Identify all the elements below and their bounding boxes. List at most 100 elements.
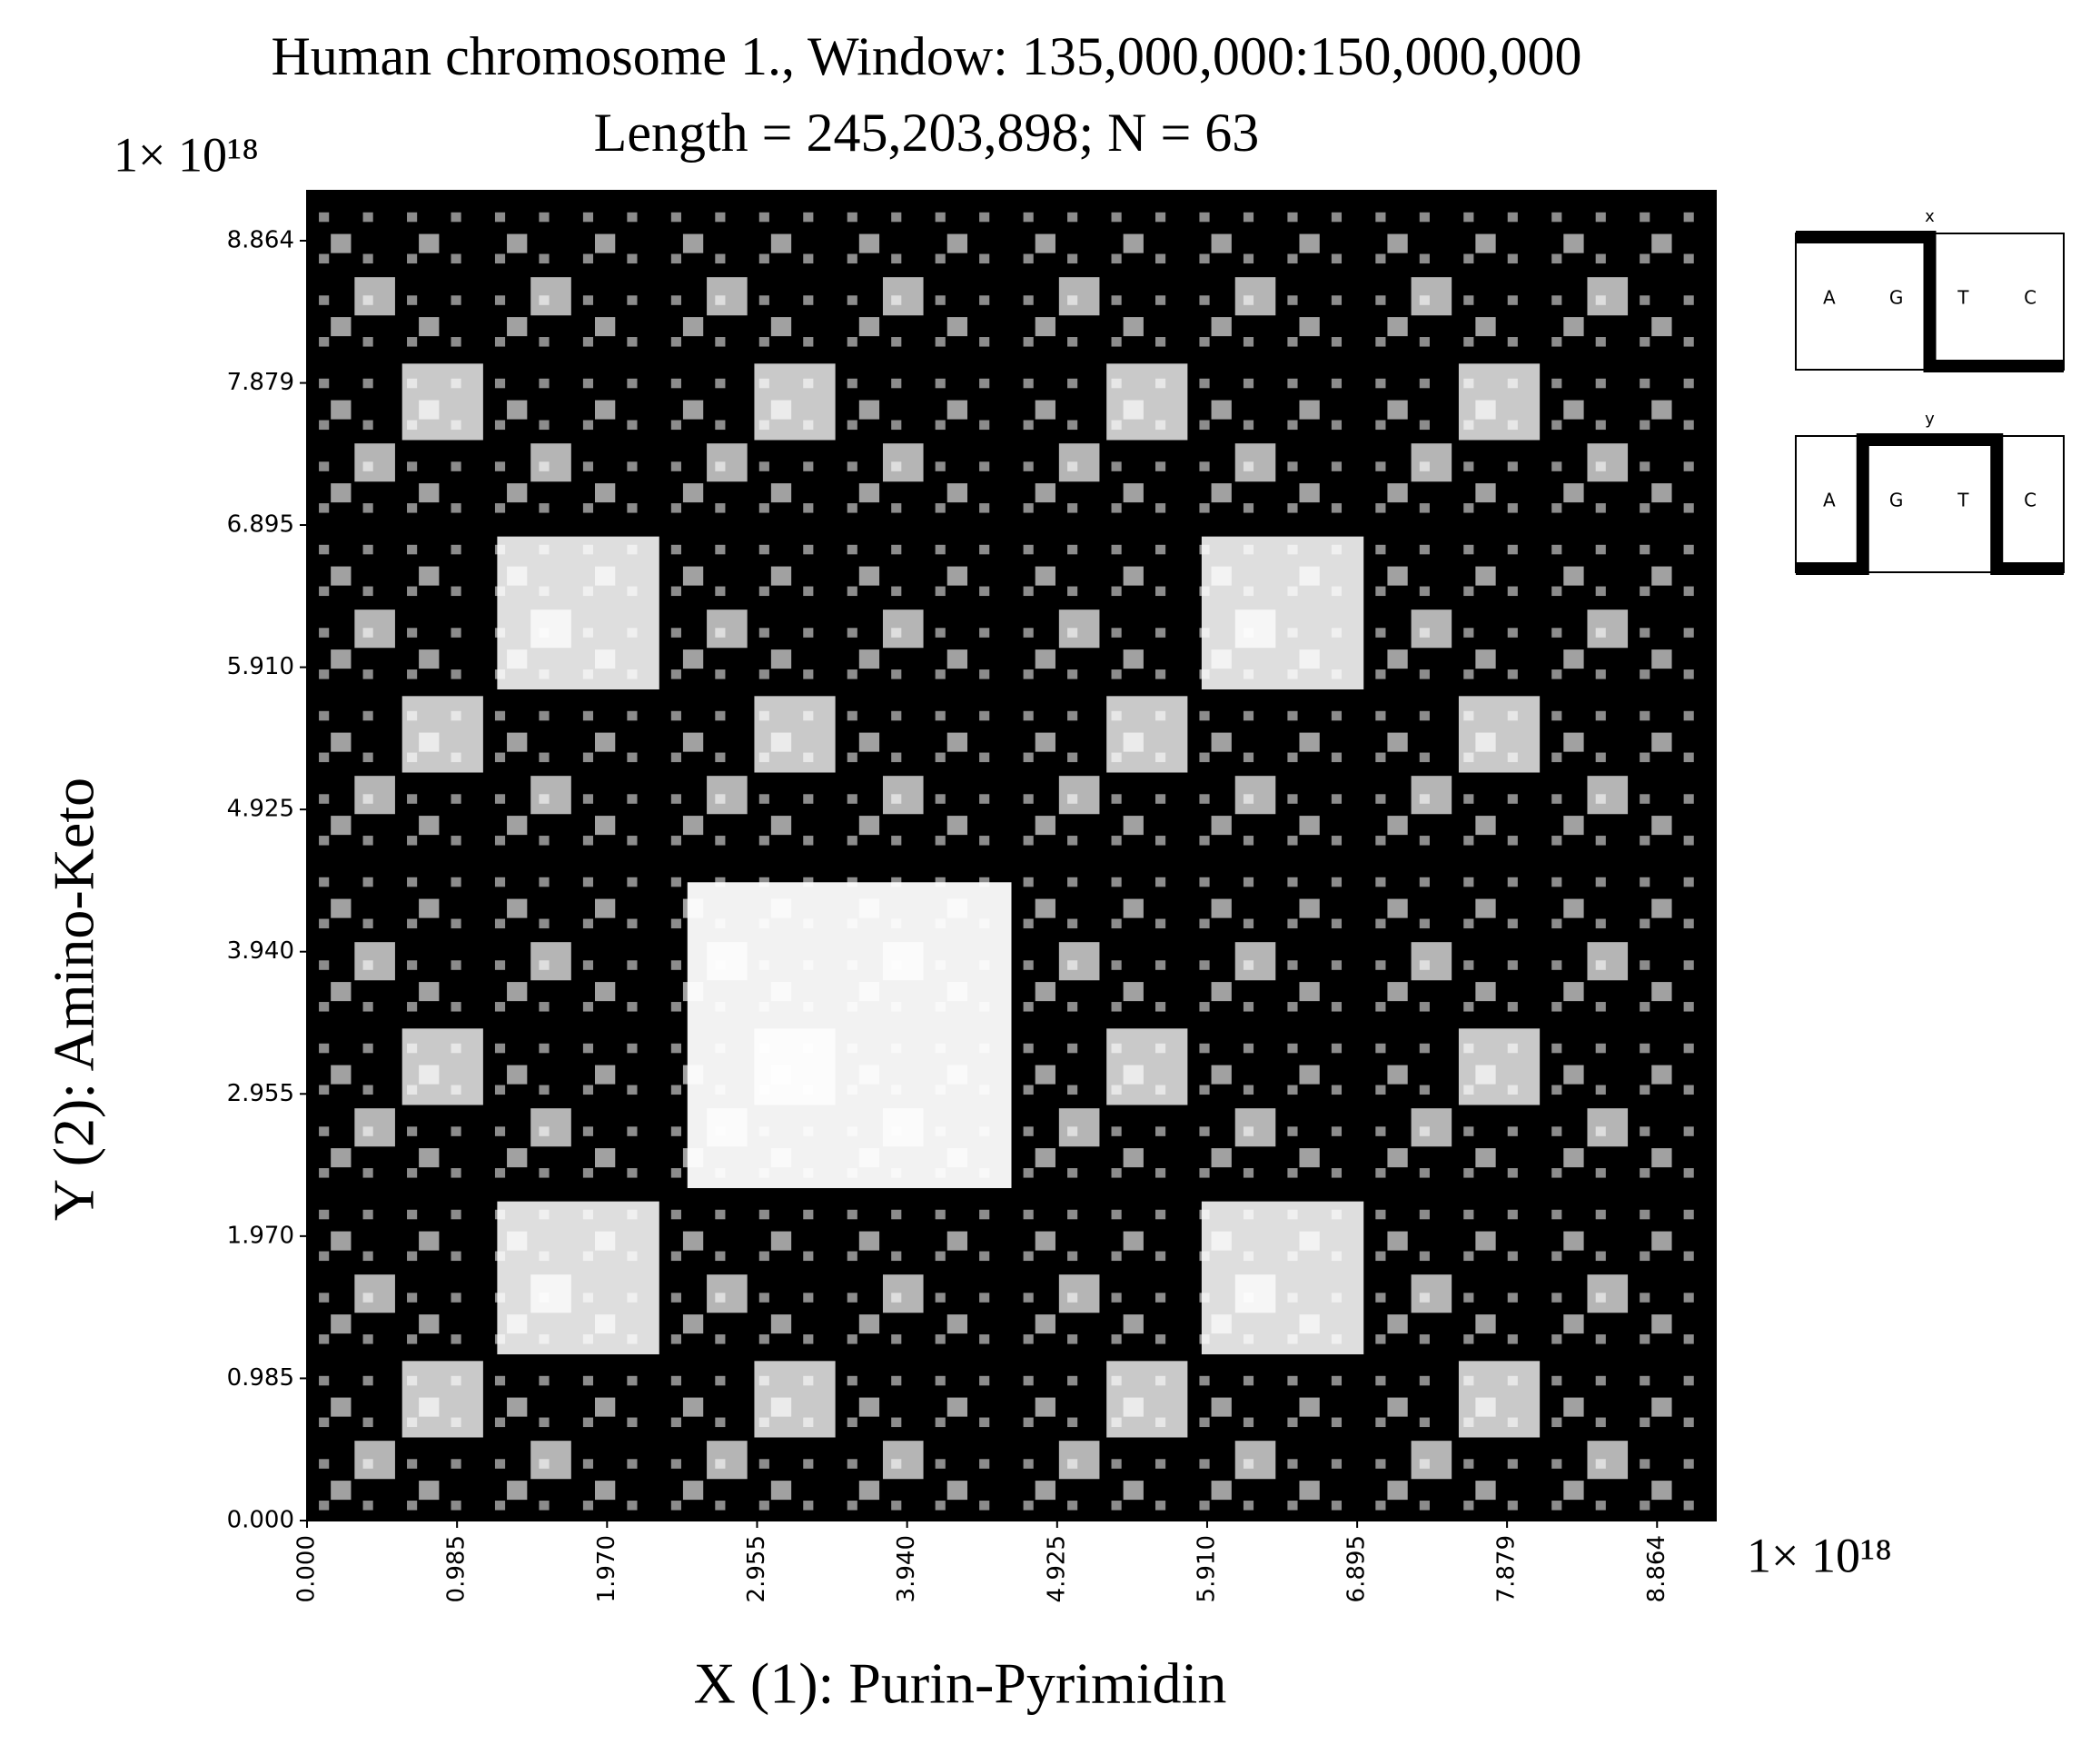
pattern-cell: [1375, 669, 1386, 679]
pattern-cell: [1463, 1501, 1474, 1511]
pattern-cell: [1154, 960, 1166, 970]
pattern-cell: [715, 752, 726, 763]
pattern-cell: [758, 378, 769, 389]
pattern-cell: [1563, 982, 1584, 1002]
pattern-cell: [539, 1334, 550, 1344]
pattern-cell: [715, 1126, 726, 1136]
pattern-cell: [758, 461, 769, 471]
pattern-cell: [1587, 1441, 1629, 1480]
pattern-cell: [891, 253, 902, 264]
pattern-cell: [539, 918, 550, 929]
pattern-cell: [539, 1002, 550, 1012]
pattern-cell: [627, 1501, 638, 1511]
pattern-cell: [935, 836, 946, 846]
pattern-cell: [1067, 1293, 1078, 1303]
pattern-cell: [891, 960, 902, 970]
pattern-cell: [1375, 1126, 1386, 1136]
pattern-cell: [935, 420, 946, 431]
pattern-cell: [1683, 1375, 1694, 1386]
pattern-cell: [1419, 669, 1430, 679]
pattern-cell: [1563, 732, 1584, 752]
pattern-cell: [847, 461, 857, 471]
pattern-cell: [1287, 461, 1298, 471]
pattern-cell: [319, 836, 330, 846]
pattern-cell: [1563, 1481, 1584, 1501]
pattern-cell: [891, 1501, 902, 1511]
pattern-cell: [758, 877, 769, 887]
pattern-cell: [1640, 295, 1650, 305]
pattern-cell: [407, 1126, 418, 1136]
pattern-cell: [1475, 982, 1496, 1002]
pattern-cell: [1387, 1397, 1408, 1417]
pattern-cell: [1375, 1334, 1386, 1344]
pattern-cell: [1199, 378, 1210, 389]
pattern-cell: [1683, 877, 1694, 887]
pattern-cell: [1563, 1065, 1584, 1085]
pattern-cell: [1411, 1108, 1452, 1147]
pattern-cell: [1475, 400, 1496, 420]
pattern-cell: [1111, 337, 1122, 347]
pattern-cell: [803, 1334, 814, 1344]
pattern-cell: [1035, 483, 1055, 503]
pattern-cell: [530, 277, 571, 316]
pattern-cell: [582, 1251, 594, 1262]
pattern-cell: [670, 1126, 681, 1136]
pattern-cell: [419, 649, 440, 669]
pattern-cell: [847, 337, 857, 347]
pattern-cell: [1287, 1002, 1298, 1012]
pattern-cell: [319, 1459, 330, 1469]
pattern-cell: [451, 1043, 461, 1054]
pattern-cell: [319, 503, 330, 513]
pattern-cell: [803, 544, 814, 555]
pattern-cell: [670, 710, 681, 721]
pattern-cell: [682, 1397, 704, 1417]
inset-label: C: [2024, 490, 2036, 511]
pattern-cell: [1199, 918, 1210, 929]
pattern-cell: [979, 544, 990, 555]
pattern-cell: [354, 1441, 395, 1480]
pattern-cell: [1419, 1375, 1430, 1386]
pattern-cell: [935, 794, 946, 804]
y-tick-label: 5.910: [227, 653, 294, 680]
pattern-cell: [1023, 378, 1034, 389]
pattern-cell: [891, 461, 902, 471]
pattern-cell: [1299, 483, 1320, 503]
pattern-cell: [1463, 1209, 1474, 1220]
pattern-cell: [891, 1209, 902, 1220]
pattern-cell: [1287, 586, 1298, 597]
pattern-cell: [1683, 1417, 1694, 1428]
pattern-cell: [1111, 918, 1122, 929]
pattern-cell: [979, 586, 990, 597]
pattern-cell: [539, 503, 550, 513]
pattern-cell: [1243, 1501, 1254, 1511]
pattern-cell: [1595, 1375, 1606, 1386]
pattern-cell: [803, 1209, 814, 1220]
pattern-cell: [670, 1209, 681, 1220]
pattern-cell: [1595, 669, 1606, 679]
pattern-cell: [451, 253, 461, 264]
pattern-cell: [1243, 295, 1254, 305]
pattern-cell: [1331, 503, 1343, 513]
pattern-cell: [1595, 212, 1606, 223]
pattern-cell: [1154, 1126, 1166, 1136]
pattern-cell: [407, 378, 418, 389]
pattern-cell: [407, 794, 418, 804]
pattern-cell: [1111, 1002, 1122, 1012]
pattern-cell: [1023, 1085, 1034, 1095]
pattern-cell: [858, 732, 880, 752]
pattern-cell: [1475, 317, 1496, 337]
pattern-cell: [1463, 378, 1474, 389]
pattern-cell: [582, 1293, 594, 1303]
pattern-cell: [1067, 461, 1078, 471]
pattern-cell: [1123, 732, 1144, 752]
pattern-cell: [627, 378, 638, 389]
pattern-cell: [582, 918, 594, 929]
pattern-cell: [362, 1375, 373, 1386]
pattern-cell: [1551, 669, 1562, 679]
y-tick-label: 8.864: [227, 226, 294, 253]
pattern-cell: [1243, 1417, 1254, 1428]
pattern-cell: [803, 1126, 814, 1136]
pattern-cell: [451, 1002, 461, 1012]
pattern-cell: [935, 1334, 946, 1344]
pattern-cell: [627, 1209, 638, 1220]
